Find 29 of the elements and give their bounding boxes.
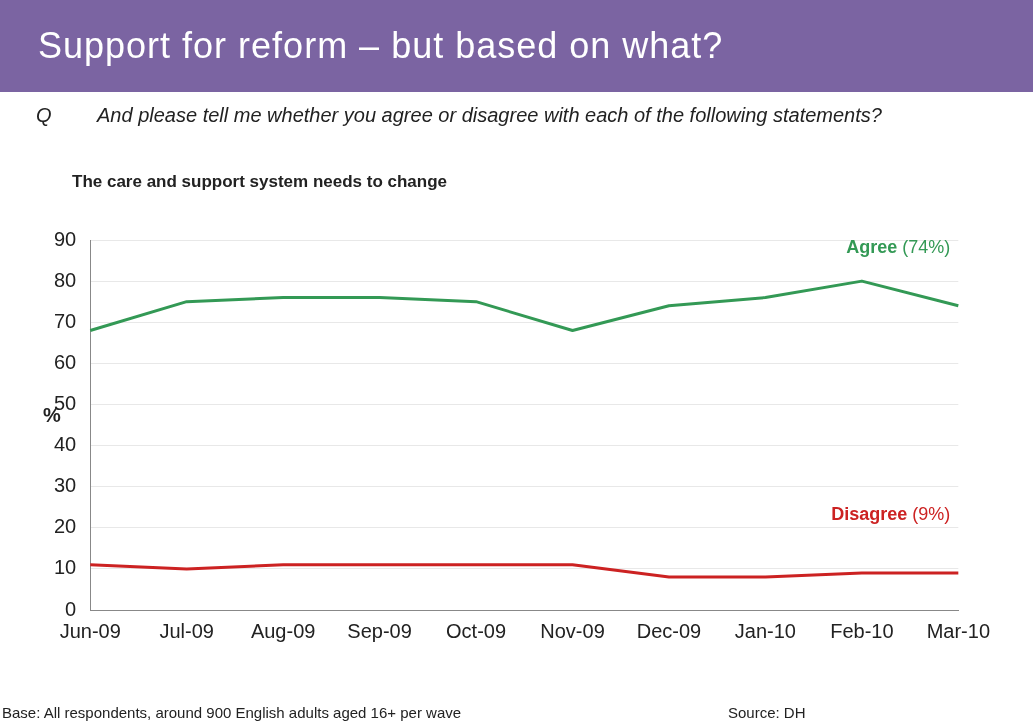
y-tick-label: 20 bbox=[54, 515, 77, 538]
x-tick-label: Dec-09 bbox=[636, 619, 702, 642]
x-tick-label: Sep-09 bbox=[347, 619, 412, 642]
x-tick-label: Mar-10 bbox=[926, 619, 990, 642]
text: The care and support system needs to change bbox=[72, 172, 448, 192]
source-note: Source: DH bbox=[728, 704, 806, 721]
x-tick-label: Feb-10 bbox=[830, 619, 894, 642]
x-tick-label: Oct-09 bbox=[446, 619, 507, 642]
y-tick-label: 90 bbox=[54, 227, 77, 250]
y-tick-label: 70 bbox=[54, 309, 77, 332]
text: Base: All respondents, around 900 English adults aged 16+ per wave bbox=[2, 704, 462, 721]
y-tick-label: 30 bbox=[54, 474, 77, 497]
x-tick-label: Nov-09 bbox=[540, 619, 605, 642]
x-tick-label: Jun-09 bbox=[59, 619, 121, 642]
series-label: Agree bbox=[846, 237, 903, 258]
x-tick-label: Jul-09 bbox=[159, 619, 214, 642]
y-tick-label: 10 bbox=[54, 556, 77, 579]
chart-subtitle: And please tell me whether you agree or disagree with each of the following statements? bbox=[97, 104, 883, 126]
y-tick-label: 80 bbox=[54, 268, 77, 291]
annotation: (9%) bbox=[912, 504, 951, 525]
text: Q bbox=[36, 104, 52, 127]
x-tick-label: Aug-09 bbox=[250, 619, 316, 642]
y-tick-label: 40 bbox=[54, 433, 77, 456]
annotation: (74%) bbox=[902, 237, 951, 258]
chart-title: Support for reform – but based on what? bbox=[0, 0, 1033, 92]
x-tick-label: Jan-10 bbox=[734, 619, 796, 642]
y-tick-label: 0 bbox=[65, 597, 77, 620]
text: Disagree bbox=[831, 504, 913, 525]
y-tick-label: 60 bbox=[54, 350, 77, 373]
